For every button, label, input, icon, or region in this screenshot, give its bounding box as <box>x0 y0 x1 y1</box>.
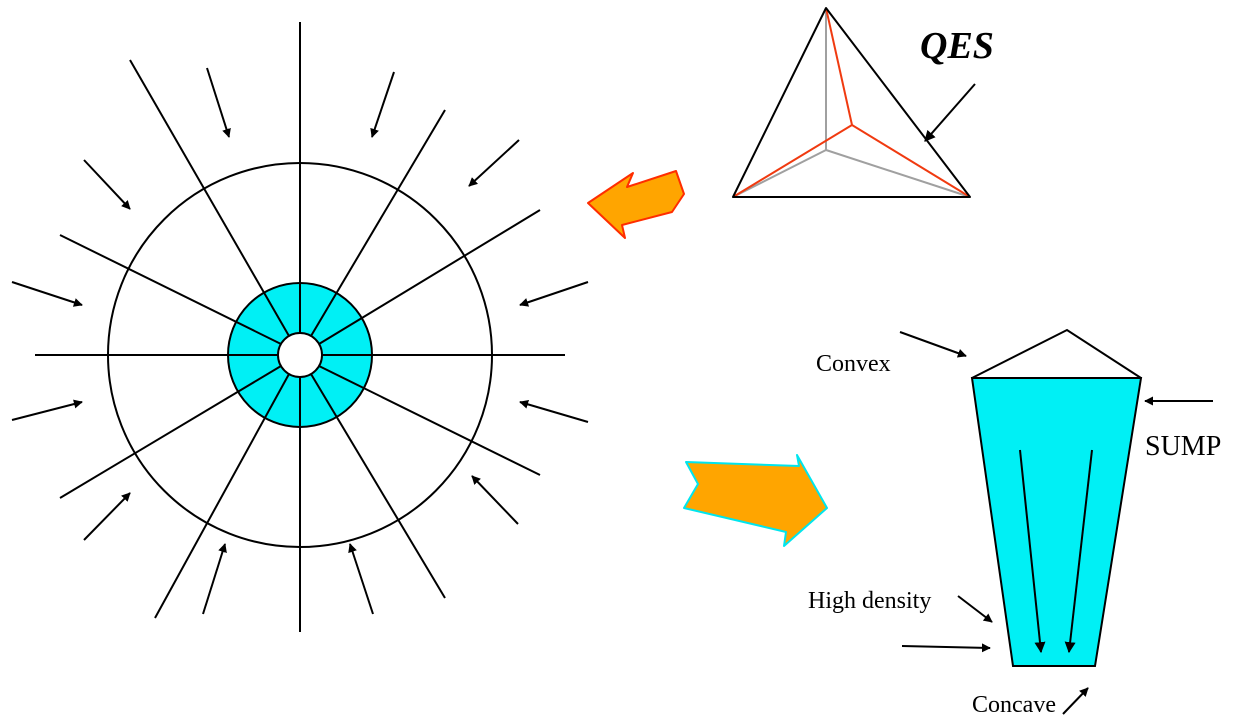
sump-label: SUMP <box>1145 431 1221 462</box>
concave-label: Concave <box>972 692 1056 718</box>
orange-arrow-right <box>683 454 828 547</box>
convex-pointer-arrow <box>899 331 967 358</box>
convex-label: Convex <box>816 351 891 377</box>
inflow-arrows <box>11 67 589 615</box>
high-density-pointer-arrow <box>901 643 991 653</box>
qes-label: QES <box>920 25 994 67</box>
orange-arrow-left <box>587 170 685 239</box>
center-hole <box>277 332 323 378</box>
radial-grid <box>35 22 565 632</box>
downflow-arrow-left <box>1019 449 1046 654</box>
concave-pointer-arrow <box>1062 687 1089 715</box>
qes-tetrahedron <box>732 7 971 198</box>
sump-shape <box>970 328 1143 667</box>
high-density-label: High density <box>808 588 931 614</box>
radial-lines <box>35 22 565 632</box>
qes-pointer-arrow <box>924 83 976 142</box>
high-density-pointer-arrow-2 <box>957 595 993 623</box>
downflow-arrow-right <box>1064 449 1093 654</box>
